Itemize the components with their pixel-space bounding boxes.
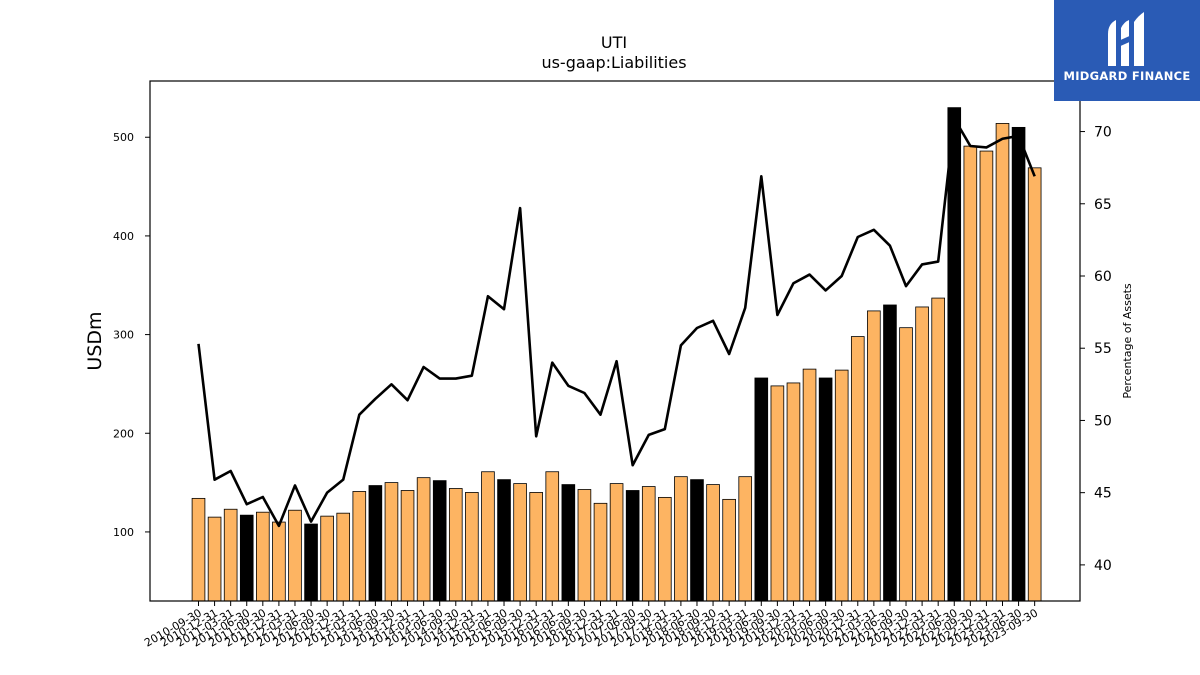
logo-text: MIDGARD FINANCE — [1063, 69, 1191, 83]
bar — [625, 490, 640, 602]
y2-tick-label: 60 — [1094, 269, 1112, 285]
bar — [915, 306, 929, 602]
bar — [304, 523, 318, 602]
bar — [786, 382, 801, 602]
y-tick-label: 300 — [113, 329, 134, 342]
logo-mark-icon — [1108, 12, 1144, 66]
bar — [722, 498, 736, 602]
bar — [529, 492, 543, 602]
bar — [593, 502, 608, 602]
bar — [738, 476, 753, 602]
bar — [770, 385, 785, 602]
bar — [384, 482, 399, 602]
bar — [674, 476, 688, 602]
logo: MIDGARD FINANCE — [1054, 0, 1200, 101]
y2-tick-label: 55 — [1094, 341, 1112, 357]
bar — [497, 479, 511, 602]
y-tick-label: 200 — [113, 427, 134, 440]
y-axis-label: USDm — [84, 311, 106, 370]
y2-tick-label: 45 — [1094, 486, 1112, 502]
plot-frame — [149, 80, 1081, 602]
bar — [867, 310, 881, 602]
y-tick-label: 500 — [113, 131, 134, 144]
bar — [609, 483, 624, 602]
bar — [288, 509, 302, 602]
bar — [1027, 167, 1042, 602]
bar — [320, 515, 334, 602]
bar — [641, 486, 656, 602]
chart-subtitle: us-gaap:Liabilities — [541, 53, 686, 72]
bar — [545, 471, 560, 602]
bar — [850, 336, 865, 602]
bar — [995, 123, 1010, 602]
bar — [448, 488, 463, 602]
bar — [963, 145, 978, 602]
bar — [979, 150, 994, 602]
bar — [465, 492, 479, 602]
bar — [931, 297, 945, 602]
y2-tick-label: 70 — [1094, 125, 1112, 141]
bar — [223, 508, 238, 602]
bar — [577, 489, 592, 602]
y2-axis-label: Percentage of Assets — [1121, 283, 1134, 399]
y-tick-label: 400 — [113, 230, 134, 243]
bar — [432, 480, 447, 602]
bar — [658, 496, 672, 602]
chart-title: UTI — [601, 33, 627, 52]
bar — [706, 484, 720, 602]
bar — [416, 477, 431, 602]
bar — [690, 479, 704, 602]
bar — [513, 483, 527, 602]
bar — [818, 377, 833, 602]
bar — [368, 485, 383, 602]
bar — [352, 491, 367, 602]
bar — [754, 377, 769, 602]
bar — [1011, 126, 1026, 602]
bar — [834, 369, 849, 602]
y2-tick-label: 40 — [1094, 558, 1112, 574]
y2-tick-label: 50 — [1094, 413, 1112, 429]
bar — [899, 327, 913, 602]
bar — [272, 521, 286, 602]
y-tick-label: 100 — [113, 526, 134, 539]
series-line — [197, 117, 1036, 528]
bar — [883, 304, 897, 602]
bar — [481, 471, 495, 602]
bar — [256, 511, 270, 602]
y2-tick-label: 65 — [1094, 197, 1112, 213]
bar — [239, 514, 254, 602]
bar — [561, 484, 576, 602]
bar — [336, 512, 351, 602]
bar — [191, 497, 206, 602]
bar — [802, 368, 817, 602]
bar — [400, 490, 415, 602]
bar — [947, 107, 962, 602]
bar — [207, 516, 222, 602]
